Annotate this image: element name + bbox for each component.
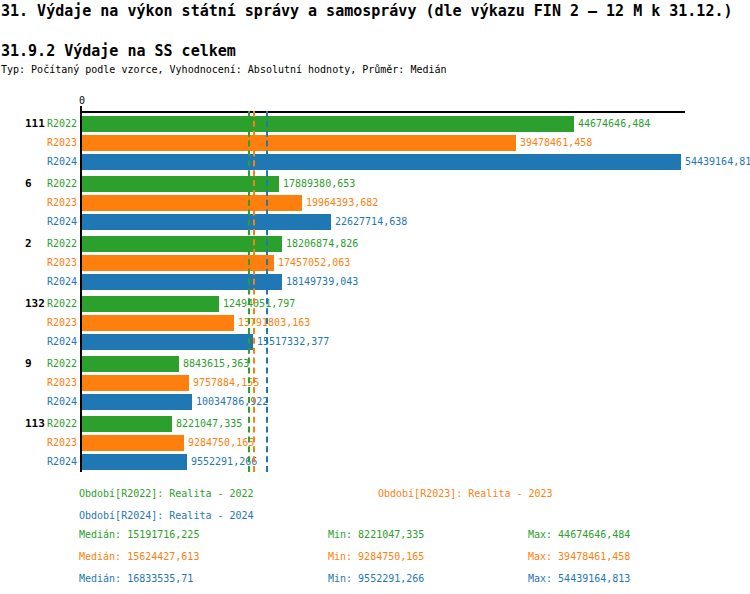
median-line bbox=[266, 111, 268, 472]
series-row-label: R2023 bbox=[34, 135, 77, 151]
median-line bbox=[253, 111, 255, 472]
legend-item-r2023: Období[R2023]: Realita - 2023 bbox=[378, 488, 553, 499]
bar-value-label: 17889380,653 bbox=[283, 176, 355, 192]
axis-line-horizontal bbox=[81, 111, 685, 113]
bar-value-label: 8843615,363 bbox=[183, 356, 249, 372]
bar-value-label: 22627714,638 bbox=[335, 214, 407, 230]
median-value: Medián: 15624427,613 bbox=[79, 551, 199, 562]
bar-value-label: 54439164,813 bbox=[685, 154, 750, 170]
min-value: Min: 9284750,165 bbox=[328, 551, 424, 562]
bar bbox=[82, 394, 192, 410]
bar bbox=[82, 255, 274, 271]
bar-chart: 0 111R202244674646,484R202339478461,458R… bbox=[0, 0, 750, 594]
min-value: Min: 9552291,266 bbox=[328, 573, 424, 584]
series-row-label: R2023 bbox=[34, 255, 77, 271]
min-value: Min: 8221047,335 bbox=[328, 529, 424, 540]
series-row-label: R2023 bbox=[34, 315, 77, 331]
stats-row-r2022: Medián: 15191716,225 Min: 8221047,335 Ma… bbox=[79, 529, 750, 551]
series-row-label: R2023 bbox=[34, 435, 77, 451]
bar-value-label: 17457052,063 bbox=[278, 255, 350, 271]
bar-value-label: 39478461,458 bbox=[520, 135, 592, 151]
series-row-label: R2022 bbox=[34, 116, 77, 132]
series-row-label: R2024 bbox=[34, 274, 77, 290]
bar-value-label: 19964393,682 bbox=[306, 195, 378, 211]
category-label: 9 bbox=[25, 357, 32, 371]
legend-item-r2024: Období[R2024]: Realita - 2024 bbox=[79, 510, 254, 521]
bar bbox=[82, 454, 187, 470]
bar bbox=[82, 214, 331, 230]
stats-row-r2024: Medián: 16833535,71 Min: 9552291,266 Max… bbox=[79, 573, 750, 594]
stats-row-r2023: Medián: 15624427,613 Min: 9284750,165 Ma… bbox=[79, 551, 750, 573]
bar bbox=[82, 116, 574, 132]
max-value: Max: 54439164,813 bbox=[528, 573, 630, 584]
bar-value-label: 12494051,797 bbox=[223, 296, 295, 312]
bar bbox=[82, 416, 172, 432]
series-row-label: R2023 bbox=[34, 195, 77, 211]
bar bbox=[82, 334, 253, 350]
bar bbox=[82, 135, 516, 151]
legend-item-r2022: Období[R2022]: Realita - 2022 bbox=[79, 488, 254, 499]
category-label: 6 bbox=[25, 177, 32, 191]
bar bbox=[82, 236, 282, 252]
summary-stats: Medián: 15191716,225 Min: 8221047,335 Ma… bbox=[79, 529, 750, 594]
series-row-label: R2022 bbox=[34, 176, 77, 192]
bar bbox=[82, 274, 282, 290]
bar bbox=[82, 315, 234, 331]
bar-value-label: 18149739,043 bbox=[286, 274, 358, 290]
bar-value-label: 9284750,165 bbox=[188, 435, 254, 451]
bar bbox=[82, 296, 219, 312]
series-row-label: R2022 bbox=[34, 236, 77, 252]
series-row-label: R2022 bbox=[34, 356, 77, 372]
median-value: Medián: 15191716,225 bbox=[79, 529, 199, 540]
series-row-label: R2024 bbox=[34, 454, 77, 470]
series-row-label: R2023 bbox=[34, 375, 77, 391]
series-row-label: R2022 bbox=[34, 296, 77, 312]
max-value: Max: 44674646,484 bbox=[528, 529, 630, 540]
bar bbox=[82, 356, 179, 372]
bar bbox=[82, 154, 681, 170]
bar bbox=[82, 195, 302, 211]
bar-value-label: 18206874,826 bbox=[286, 236, 358, 252]
bar-value-label: 10034786,922 bbox=[196, 394, 268, 410]
bar-value-label: 44674646,484 bbox=[578, 116, 650, 132]
axis-origin-label: 0 bbox=[76, 95, 88, 106]
series-row-label: R2024 bbox=[34, 154, 77, 170]
bar bbox=[82, 375, 189, 391]
series-row-label: R2024 bbox=[34, 394, 77, 410]
median-value: Medián: 16833535,71 bbox=[79, 573, 193, 584]
bar bbox=[82, 435, 184, 451]
category-label: 2 bbox=[25, 237, 32, 251]
series-row-label: R2024 bbox=[34, 214, 77, 230]
bar-value-label: 8221047,335 bbox=[176, 416, 242, 432]
series-row-label: R2022 bbox=[34, 416, 77, 432]
max-value: Max: 39478461,458 bbox=[528, 551, 630, 562]
series-row-label: R2024 bbox=[34, 334, 77, 350]
median-line bbox=[248, 111, 250, 472]
